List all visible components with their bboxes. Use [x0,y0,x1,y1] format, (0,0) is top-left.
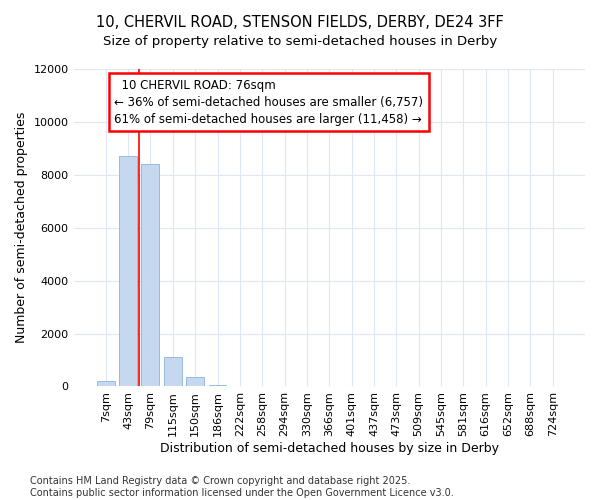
Bar [119,156,137,386]
Text: Size of property relative to semi-detached houses in Derby: Size of property relative to semi-detach… [103,35,497,48]
Bar [97,381,115,386]
Bar [164,358,182,386]
Text: 10 CHERVIL ROAD: 76sqm
← 36% of semi-detached houses are smaller (6,757)
61% of : 10 CHERVIL ROAD: 76sqm ← 36% of semi-det… [115,78,424,126]
X-axis label: Distribution of semi-detached houses by size in Derby: Distribution of semi-detached houses by … [160,442,499,455]
Y-axis label: Number of semi-detached properties: Number of semi-detached properties [15,112,28,344]
Bar [209,385,226,386]
Text: 10, CHERVIL ROAD, STENSON FIELDS, DERBY, DE24 3FF: 10, CHERVIL ROAD, STENSON FIELDS, DERBY,… [96,15,504,30]
Text: Contains HM Land Registry data © Crown copyright and database right 2025.
Contai: Contains HM Land Registry data © Crown c… [30,476,454,498]
Bar [142,164,160,386]
Bar [186,377,204,386]
